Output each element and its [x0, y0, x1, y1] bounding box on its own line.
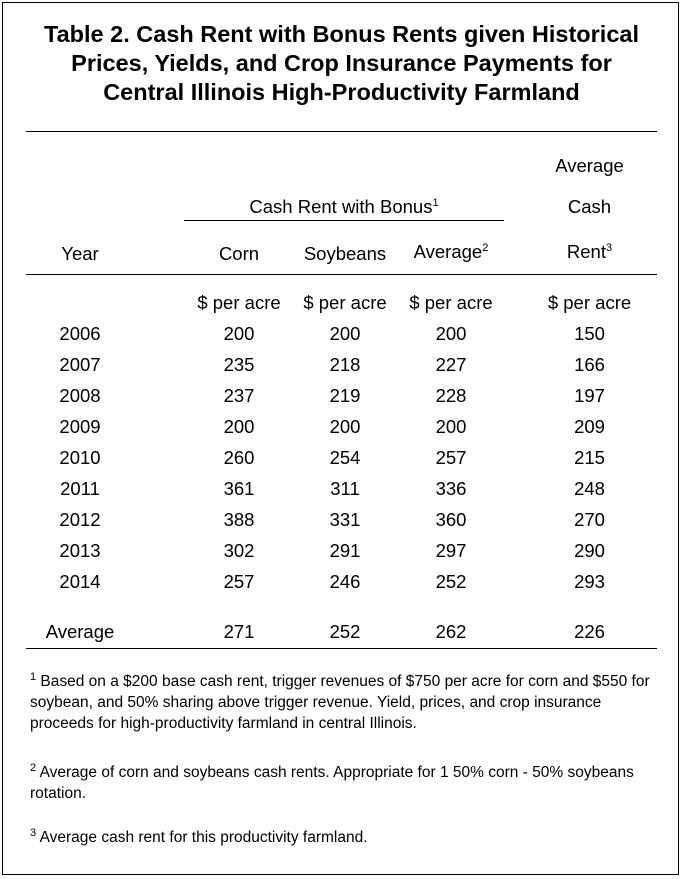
cell-rent: 209 [574, 416, 605, 437]
header-soybeans: Soybeans [303, 243, 387, 264]
cell-corn: 388 [223, 509, 255, 530]
cell-year: 2008 [59, 385, 101, 406]
table-row: 2012 388 331 360 270 [0, 508, 683, 532]
cell-year: 2012 [59, 509, 101, 530]
cell-average: 257 [435, 447, 467, 468]
cell-soybeans: 331 [329, 509, 361, 530]
table-bottom-divider [26, 648, 657, 649]
cell-average: 262 [435, 621, 467, 642]
cell-average: 252 [435, 571, 467, 592]
cell-corn: 361 [223, 478, 255, 499]
header-rent-line3: Rent3 [566, 241, 613, 262]
title-line: Central Illinois High-Productivity Farml… [103, 79, 580, 105]
table-title: Table 2. Cash Rent with Bonus Rents give… [0, 20, 683, 107]
units-row: $ per acre $ per acre $ per acre $ per a… [0, 291, 683, 315]
cell-soybeans: 200 [329, 416, 361, 437]
cell-corn: 237 [223, 385, 255, 406]
cell-rent: 197 [574, 385, 605, 406]
cell-average: 297 [435, 540, 467, 561]
cell-average: 200 [435, 416, 467, 437]
footnote-3: 3 Average cash rent for this productivit… [30, 826, 368, 846]
cell-year: Average [45, 621, 115, 642]
cell-year: 2007 [59, 354, 101, 375]
header-rent-line1: Average [555, 155, 624, 176]
header-average: Average2 [413, 241, 489, 262]
unit-soybeans: $ per acre [303, 292, 387, 313]
title-line: Table 2. Cash Rent with Bonus Rents give… [43, 21, 639, 47]
cell-corn: 302 [223, 540, 255, 561]
cell-rent: 248 [574, 478, 605, 499]
cell-corn: 200 [223, 323, 255, 344]
cell-soybeans: 218 [329, 354, 361, 375]
cell-rent: 150 [574, 323, 605, 344]
header-year: Year [61, 243, 99, 264]
cell-year: 2013 [59, 540, 101, 561]
footnote-mark: 1 [432, 196, 439, 209]
cell-year: 2011 [60, 478, 100, 499]
cell-soybeans: 311 [330, 478, 360, 499]
cell-soybeans: 200 [329, 323, 361, 344]
table-row: 2007 235 218 227 166 [0, 353, 683, 377]
cell-rent: 290 [574, 540, 605, 561]
footnote-1: 1 Based on a $200 base cash rent, trigge… [30, 670, 650, 732]
footnote-mark: 1 [30, 670, 37, 683]
table-row: 2008 237 219 228 197 [0, 384, 683, 408]
cell-average: 227 [435, 354, 467, 375]
table-row: 2011 361 311 336 248 [0, 477, 683, 501]
table-row: 2010 260 254 257 215 [0, 446, 683, 470]
footnote-mark: 2 [482, 241, 489, 254]
cell-average: 228 [435, 385, 467, 406]
table-row: 2009 200 200 200 209 [0, 415, 683, 439]
cell-average: 336 [435, 478, 467, 499]
cell-corn: 271 [223, 621, 255, 642]
footnote-2: 2 Average of corn and soybeans cash rent… [30, 761, 634, 802]
cell-soybeans: 254 [329, 447, 361, 468]
header-rent-line2: Cash [567, 196, 612, 217]
unit-average: $ per acre [409, 292, 493, 313]
cell-rent: 226 [574, 621, 605, 642]
cell-year: 2014 [59, 571, 101, 592]
header-corn: Corn [218, 243, 260, 264]
cell-rent: 270 [574, 509, 605, 530]
cell-rent: 215 [574, 447, 605, 468]
cell-average: 200 [435, 323, 467, 344]
footnote-mark: 3 [30, 826, 37, 839]
cell-soybeans: 252 [329, 621, 361, 642]
table-row: 2014 257 246 252 293 [0, 570, 683, 594]
table-row: 2006 200 200 200 150 [0, 322, 683, 346]
cell-soybeans: 291 [329, 540, 361, 561]
cell-year: 2006 [59, 323, 101, 344]
cell-average: 360 [435, 509, 467, 530]
cell-soybeans: 246 [329, 571, 361, 592]
cell-soybeans: 219 [329, 385, 361, 406]
cell-corn: 200 [223, 416, 255, 437]
average-row: Average 271 252 262 226 [0, 620, 683, 644]
table-row: 2013 302 291 297 290 [0, 539, 683, 563]
cell-corn: 257 [223, 571, 255, 592]
header-group-cash-rent-bonus: Cash Rent with Bonus1 [249, 196, 439, 217]
unit-rent: $ per acre [547, 292, 632, 313]
cell-corn: 235 [223, 354, 255, 375]
cell-year: 2009 [59, 416, 101, 437]
cell-rent: 166 [574, 354, 605, 375]
unit-corn: $ per acre [197, 292, 281, 313]
footnote-mark: 3 [605, 241, 613, 254]
title-divider [26, 131, 657, 132]
cell-corn: 260 [223, 447, 255, 468]
cell-year: 2010 [59, 447, 101, 468]
group-underline [184, 220, 504, 221]
header-divider [26, 274, 657, 275]
title-line: Prices, Yields, and Crop Insurance Payme… [71, 50, 612, 76]
footnote-mark: 2 [30, 761, 37, 774]
cell-rent: 293 [574, 571, 605, 592]
